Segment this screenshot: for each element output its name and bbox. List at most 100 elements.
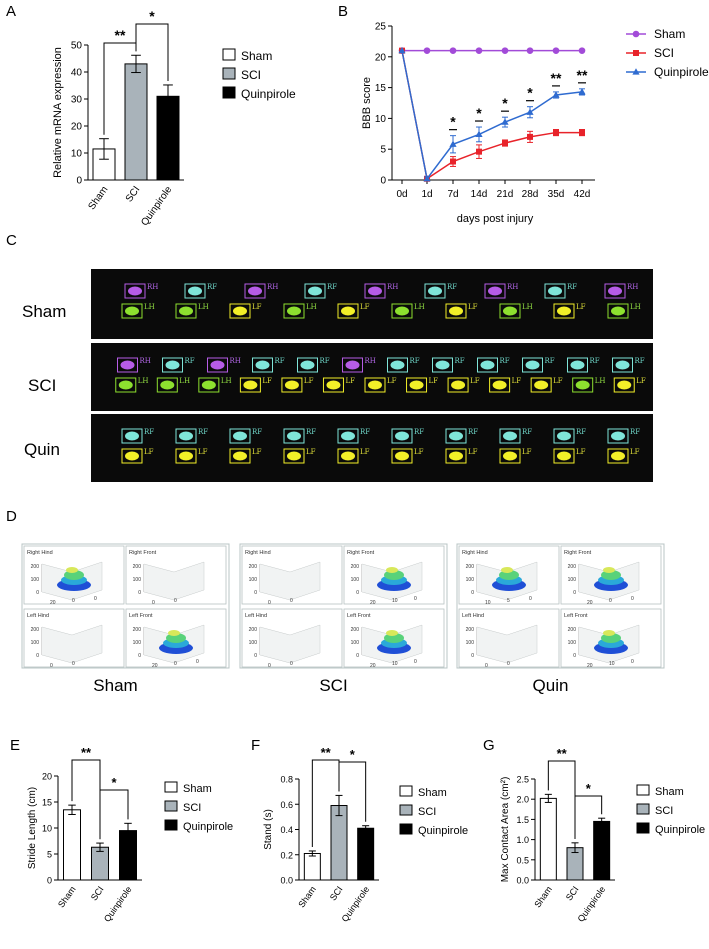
footprint-box [445,303,467,319]
axis-tick-label: 10 [485,600,491,606]
footprint-box [607,428,629,444]
y-axis-label: Relative mRNA expression [52,47,64,178]
x-tick-label: Sham [532,884,554,909]
footprint-label: RH [267,283,278,291]
footprint [300,360,315,370]
footprint [395,431,409,441]
series-point [450,158,456,165]
intensity-peak [66,567,78,573]
z-tick-label: 0 [573,653,576,659]
footprint [449,431,463,441]
catwalk-label-sham: Sham [22,302,66,321]
footprint-label: LF [144,448,154,456]
footprint-box [207,357,228,373]
x-tick-label: 14d [471,189,488,200]
footprint [341,451,355,461]
legend-label-sham: Sham [183,783,212,795]
axis-tick-label: 10 [392,661,398,667]
footprint-label: LH [198,303,209,311]
footprint-label: LH [630,303,641,311]
y-tick-label: 0.8 [280,775,293,785]
legend-g: Sham SCI Quinpirole [636,784,705,836]
x-tick-label: 35d [548,189,565,200]
series-point [502,140,508,147]
bar [91,846,109,881]
footprint-box [281,377,303,393]
axis-tick-label: 0 [152,600,155,606]
intensity-peak [603,630,615,636]
z-tick-label: 0 [356,590,359,596]
footprint-label: RF [198,428,208,436]
footprint-label: RH [627,283,638,291]
y-tick-label: 40 [71,68,83,79]
significance-label: ** [81,745,92,760]
footprint-box [283,303,305,319]
x-tick-label: SCI [89,884,106,902]
y-tick-label: 30 [71,95,83,106]
footprint-label: RF [414,428,424,436]
series-point [449,47,457,54]
legend-swatch-quin [164,819,178,831]
panel-label-a: A [6,3,16,20]
legend-e: Sham SCI Quinpirole [164,781,233,833]
plot3d-box [41,624,103,664]
footprint-label: RF [500,357,510,365]
z-tick-label: 0 [138,653,141,659]
significance-label: * [111,775,117,790]
panel-label-b: B [338,3,348,20]
footprint [125,431,139,441]
axis-tick-label: 0 [631,659,634,665]
x-axis-label: days post injury [457,213,534,225]
footprint-box [229,448,251,464]
axis-tick-label: 0 [268,663,271,669]
footprint-box [391,448,413,464]
intensity-peak [603,567,615,573]
footprint-label: RF [185,357,195,365]
x-tick-label: Sham [56,884,78,909]
footprint-box [198,377,220,393]
footprint [201,380,216,390]
footprint-label: LH [221,377,232,385]
footprint-label: LF [512,377,522,385]
y-tick-label: 5 [380,145,386,156]
significance-label: ** [321,745,332,760]
footprint-box [572,377,594,393]
footprint [395,306,409,316]
bar [593,820,611,881]
plot3d-subpanel-title: Right Hind [462,550,488,556]
x-tick-label: Quinpirole [102,884,134,923]
footprint [503,451,517,461]
legend-marker-quin [632,68,640,75]
footprint-label: LF [360,303,370,311]
series-point [475,130,483,138]
footprint-box [175,448,197,464]
legend-swatch-sci [164,800,178,812]
footprint-label: RF [522,428,532,436]
z-tick-label: 200 [31,564,40,570]
axis-tick-label: 0 [50,663,53,669]
plot3d-subpanel-title: Left Hind [245,613,267,619]
z-tick-label: 0 [36,590,39,596]
catwalk-strip-sci [91,343,653,411]
significance-label: * [450,114,456,130]
axis-tick-label: 0 [414,659,417,665]
x-tick-label: SCI [328,884,345,902]
significance-bracket [338,761,367,822]
axis-tick-label: 0 [72,661,75,667]
footprint-label: LF [387,377,397,385]
footprint [503,431,517,441]
footprint-label: RF [545,357,555,365]
footprint-label: LF [630,448,640,456]
footprint-box [477,357,498,373]
series-point [476,148,482,155]
axis-tick-label: 20 [50,600,56,606]
legend-label-sham: Sham [655,786,684,798]
chart-b: 0 5 10 15 20 25 0d 1d 7d 14d 21d 28d 35d 42d days post… [361,22,595,225]
axis-tick-label: 0 [631,596,634,602]
footprint [488,286,502,296]
axis-tick-label: 0 [485,663,488,669]
y-tick-label: 20 [375,52,387,63]
footprint-label: RF [252,428,262,436]
footprint-label: LH [179,377,190,385]
